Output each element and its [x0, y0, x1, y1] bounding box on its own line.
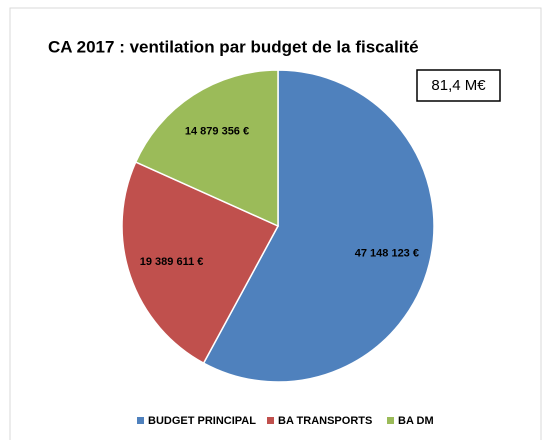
- pie-slice: [134, 69, 279, 228]
- data-label: 47 148 123 €: [355, 248, 419, 260]
- legend-label: BA DM: [398, 415, 434, 427]
- legend-label: BUDGET PRINCIPAL: [148, 415, 256, 427]
- pie-slice: [202, 69, 435, 383]
- pie-slice: [121, 161, 280, 365]
- data-label: 19 389 611 €: [140, 256, 204, 268]
- legend-label: BA TRANSPORTS: [278, 415, 372, 427]
- legend-swatch: [387, 417, 394, 424]
- data-label: 14 879 356 €: [185, 126, 249, 138]
- legend-swatch: [137, 417, 144, 424]
- annotation: 81,4 M€: [431, 77, 486, 94]
- legend-swatch: [267, 417, 274, 424]
- chart-title: CA 2017 : ventilation par budget de la f…: [48, 37, 419, 56]
- annotation-box: [416, 69, 501, 102]
